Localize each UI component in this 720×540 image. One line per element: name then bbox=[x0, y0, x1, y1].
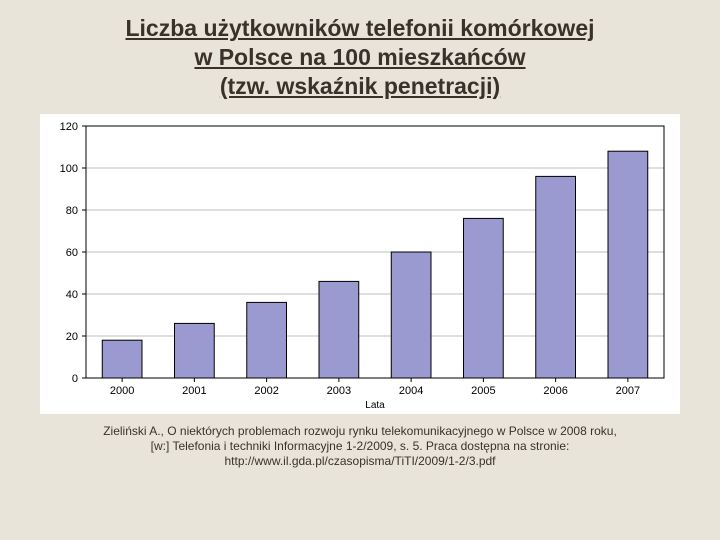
svg-text:2002: 2002 bbox=[254, 385, 278, 397]
svg-text:40: 40 bbox=[66, 289, 78, 301]
title-line-2: w Polsce na 100 mieszkańców bbox=[60, 43, 660, 72]
slide: Liczba użytkowników telefonii komórkowej… bbox=[0, 0, 720, 540]
svg-text:20: 20 bbox=[66, 331, 78, 343]
svg-text:2007: 2007 bbox=[616, 385, 640, 397]
svg-text:2001: 2001 bbox=[182, 385, 206, 397]
svg-text:120: 120 bbox=[60, 121, 78, 133]
citation-line-1: Zieliński A., O niektórych problemach ro… bbox=[103, 424, 617, 438]
svg-text:2005: 2005 bbox=[471, 385, 495, 397]
svg-text:2004: 2004 bbox=[399, 385, 423, 397]
svg-text:Lata: Lata bbox=[365, 400, 385, 411]
svg-text:2000: 2000 bbox=[110, 385, 134, 397]
citation-line-2: [w:] Telefonia i techniki Informacyjne 1… bbox=[151, 439, 570, 453]
svg-text:2003: 2003 bbox=[327, 385, 351, 397]
bar-chart: 0 20 40 60 80 100 120 2000 2001 2002 2003 2004 2005 2… bbox=[40, 114, 680, 414]
chart-svg: 0 20 40 60 80 100 120 2000 2001 2002 2003 2004 2005 2… bbox=[40, 114, 680, 414]
svg-text:0: 0 bbox=[72, 373, 78, 385]
title-line-3: (tzw. wskaźnik penetracji) bbox=[60, 72, 660, 101]
svg-text:100: 100 bbox=[60, 163, 78, 175]
citation-line-3: http://www.il.gda.pl/czasopisma/TiTI/200… bbox=[224, 454, 495, 468]
citation-block: Zieliński A., O niektórych problemach ro… bbox=[0, 414, 720, 469]
svg-text:2006: 2006 bbox=[543, 385, 567, 397]
svg-text:80: 80 bbox=[66, 205, 78, 217]
title-line-1: Liczba użytkowników telefonii komórkowej bbox=[60, 14, 660, 43]
slide-title: Liczba użytkowników telefonii komórkowej… bbox=[0, 0, 720, 108]
svg-text:60: 60 bbox=[66, 247, 78, 259]
